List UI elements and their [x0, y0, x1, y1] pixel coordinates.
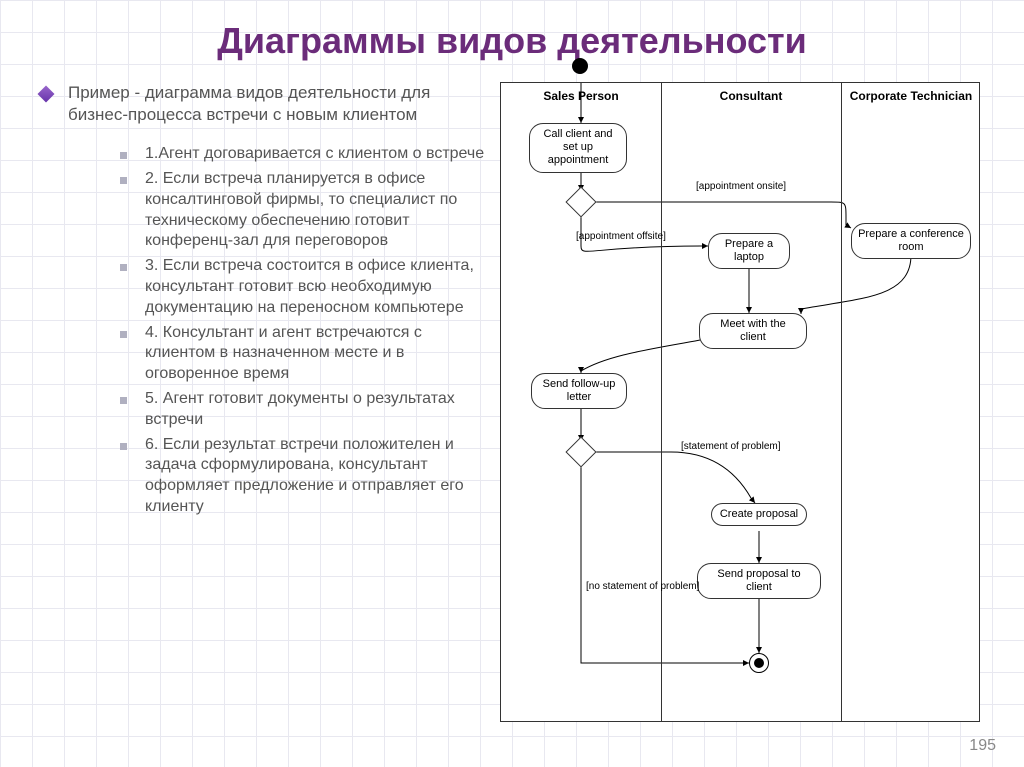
page-title: Диаграммы видов деятельности — [0, 0, 1024, 62]
list-item: 4. Консультант и агент встречаются с кли… — [120, 323, 490, 385]
list-item-text: 5. Агент готовит документы о результатах… — [145, 389, 490, 431]
list-item-text: 6. Если результат встречи положителен и … — [145, 435, 490, 518]
intro-block: Пример - диаграмма видов деятельности дл… — [20, 82, 490, 126]
square-bullet-icon — [120, 264, 127, 271]
list-item: 3. Если встреча состоится в офисе клиент… — [120, 256, 490, 318]
list-item: 2. Если встреча планируется в офисе конс… — [120, 169, 490, 252]
decision-node — [565, 436, 596, 467]
end-node — [749, 653, 769, 673]
activity-node: Call client and set up appointment — [529, 123, 627, 173]
swimlane-divider — [661, 83, 662, 721]
swimlane-header: Corporate Technician — [841, 89, 981, 103]
square-bullet-icon — [120, 177, 127, 184]
edge-label: [no statement of problem] — [586, 581, 699, 592]
activity-node: Send follow-up letter — [531, 373, 627, 409]
edge-label: [appointment onsite] — [696, 181, 786, 192]
intro-text: Пример - диаграмма видов деятельности дл… — [68, 82, 490, 126]
list-item-text: 2. Если встреча планируется в офисе конс… — [145, 169, 490, 252]
square-bullet-icon — [120, 443, 127, 450]
square-bullet-icon — [120, 397, 127, 404]
left-panel: Пример - диаграмма видов деятельности дл… — [20, 82, 500, 722]
start-node — [572, 58, 588, 74]
decision-node — [565, 186, 596, 217]
edge-label: [statement of problem] — [681, 441, 781, 452]
list-item-text: 1.Агент договаривается с клиентом о встр… — [145, 144, 484, 165]
swimlane-header: Sales Person — [501, 89, 661, 103]
activity-node: Create proposal — [711, 503, 807, 526]
activity-diagram: Sales PersonConsultantCorporate Technici… — [500, 82, 980, 722]
list-item-text: 4. Консультант и агент встречаются с кли… — [145, 323, 490, 385]
swimlane-divider — [841, 83, 842, 721]
activity-node: Prepare a laptop — [708, 233, 790, 269]
list-item: 1.Агент договаривается с клиентом о встр… — [120, 144, 490, 165]
page-number: 195 — [969, 737, 996, 755]
right-panel: Sales PersonConsultantCorporate Technici… — [500, 82, 1000, 722]
list-item: 5. Агент готовит документы о результатах… — [120, 389, 490, 431]
list-item-text: 3. Если встреча состоится в офисе клиент… — [145, 256, 490, 318]
edge-label: [appointment offsite] — [576, 231, 666, 242]
activity-node: Send proposal to client — [697, 563, 821, 599]
numbered-list: 1.Агент договаривается с клиентом о встр… — [20, 144, 490, 518]
diamond-bullet-icon — [38, 86, 55, 103]
activity-node: Meet with the client — [699, 313, 807, 349]
list-item: 6. Если результат встречи положителен и … — [120, 435, 490, 518]
content-area: Пример - диаграмма видов деятельности дл… — [0, 62, 1024, 722]
square-bullet-icon — [120, 331, 127, 338]
swimlane-header: Consultant — [661, 89, 841, 103]
square-bullet-icon — [120, 152, 127, 159]
activity-node: Prepare a conference room — [851, 223, 971, 259]
